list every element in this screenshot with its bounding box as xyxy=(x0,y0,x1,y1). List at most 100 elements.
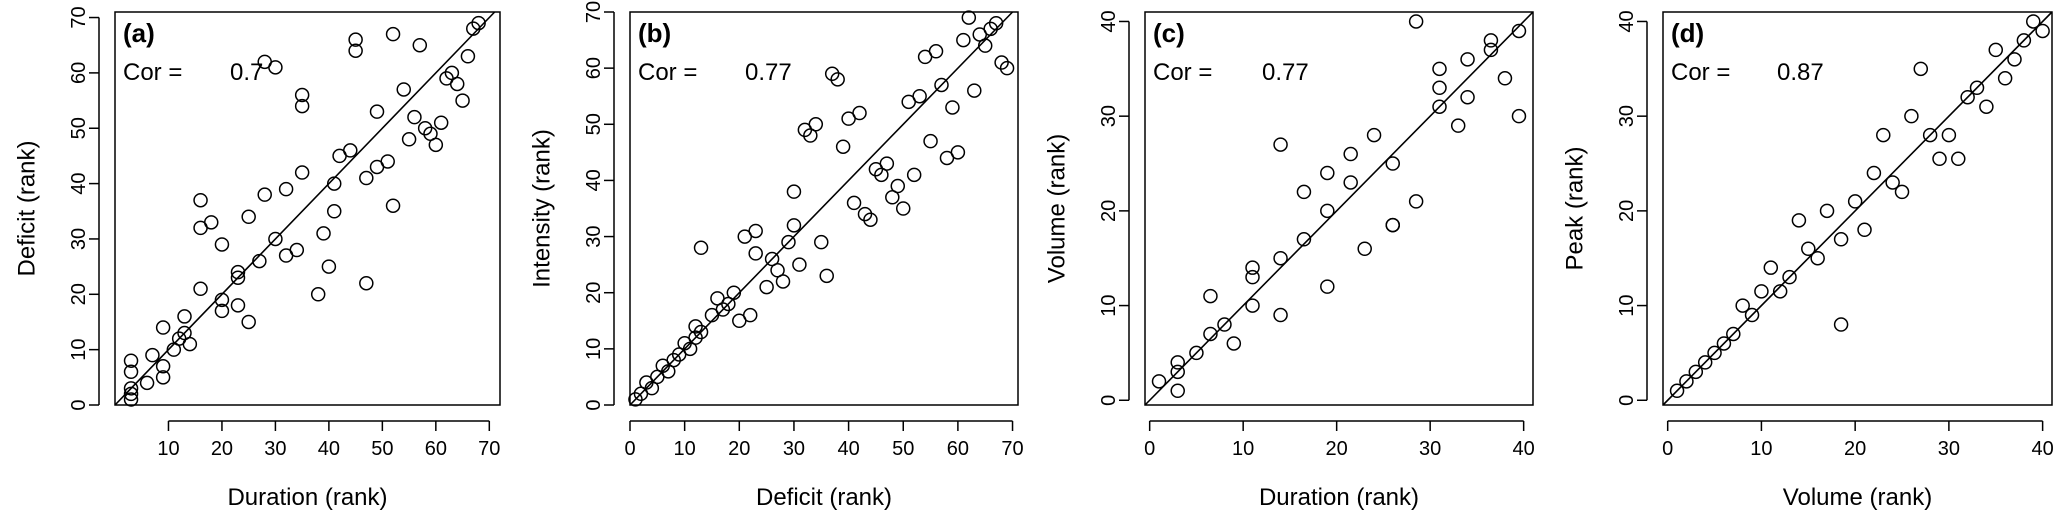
data-point xyxy=(348,43,363,58)
data-point xyxy=(1857,222,1872,238)
x-axis-title: Duration (rank) xyxy=(1259,484,1419,511)
data-point xyxy=(1203,288,1218,304)
y-axis-title: Deficit (rank) xyxy=(14,140,41,276)
data-point xyxy=(1791,213,1807,228)
data-point xyxy=(693,240,709,256)
data-point xyxy=(1483,42,1499,58)
data-point xyxy=(726,285,742,300)
x-tick-label: 30 xyxy=(1419,438,1441,460)
y-tick-label: 50 xyxy=(583,113,605,135)
data-point xyxy=(241,209,256,225)
data-point xyxy=(945,100,960,115)
data-point xyxy=(1296,184,1312,200)
data-point xyxy=(385,198,401,213)
data-point xyxy=(294,165,310,180)
reference-line xyxy=(629,11,1014,406)
x-tick-label: 20 xyxy=(211,438,233,460)
data-point xyxy=(460,49,476,64)
data-point xyxy=(1460,52,1475,67)
data-point xyxy=(1296,232,1312,247)
data-point xyxy=(748,246,763,261)
data-point xyxy=(977,38,993,53)
y-tick-label: 10 xyxy=(1616,294,1638,316)
data-point xyxy=(1669,383,1685,399)
data-point xyxy=(359,170,374,186)
data-point xyxy=(1273,137,1288,152)
plot-frame xyxy=(114,11,501,406)
data-point xyxy=(123,386,139,402)
y-tick-label: 0 xyxy=(1616,395,1638,406)
x-tick-label: 40 xyxy=(1513,438,1535,460)
y-tick-label: 20 xyxy=(583,282,605,304)
data-point xyxy=(1894,184,1910,200)
panel-c: 0 10 20 30 40 0 10 20 30 40 Duration (rank) Volume … xyxy=(1044,10,1535,511)
data-point xyxy=(967,83,982,98)
data-point xyxy=(321,259,337,274)
data-point xyxy=(278,181,294,197)
data-point xyxy=(923,133,938,149)
x-tick-label: 10 xyxy=(1232,438,1254,460)
data-point xyxy=(214,292,230,308)
data-point xyxy=(742,307,758,323)
data-point xyxy=(1497,71,1513,86)
x-tick-label: 20 xyxy=(1326,438,1348,460)
data-point xyxy=(1876,127,1891,143)
data-point xyxy=(983,21,998,37)
x-tick-label: 20 xyxy=(1844,438,1866,460)
x-tick-label: 0 xyxy=(624,438,635,460)
x-tick-label: 40 xyxy=(318,438,340,460)
data-point xyxy=(1170,383,1185,399)
data-point xyxy=(934,77,949,93)
data-point xyxy=(715,302,731,317)
x-axis-title: Duration (rank) xyxy=(227,484,387,511)
y-tick-label: 10 xyxy=(68,339,90,361)
data-point xyxy=(1726,326,1741,342)
data-point xyxy=(123,381,139,396)
data-point xyxy=(1754,284,1769,299)
x-tick-label: 40 xyxy=(837,438,859,460)
data-point xyxy=(1203,326,1218,342)
y-tick-label: 30 xyxy=(1098,105,1120,127)
data-point xyxy=(252,253,267,269)
x-tick-label: 10 xyxy=(157,438,179,460)
plot-frame xyxy=(629,11,1019,406)
data-point xyxy=(1716,336,1732,351)
data-point xyxy=(1735,298,1750,313)
data-point xyxy=(326,204,342,219)
data-point xyxy=(1460,89,1475,105)
data-point xyxy=(1707,345,1722,361)
panel-b: 0 10 20 30 40 50 60 70 0 10 20 30 40 50 60 70 Deficit (r… xyxy=(529,1,1024,511)
data-point xyxy=(1245,269,1260,285)
y-tick-label: 50 xyxy=(68,117,90,139)
y-axis-title: Peak (rank) xyxy=(1562,146,1589,270)
data-point xyxy=(1979,99,1994,114)
data-point xyxy=(412,37,428,53)
data-point xyxy=(1320,165,1335,181)
data-point xyxy=(808,117,824,132)
data-point xyxy=(230,298,246,313)
data-point xyxy=(956,32,971,48)
cor-value: 0.77 xyxy=(745,59,792,86)
data-point xyxy=(1357,241,1372,256)
y-tick-label: 20 xyxy=(1098,200,1120,222)
data-point xyxy=(348,32,363,47)
x-tick-label: 60 xyxy=(947,438,969,460)
data-point xyxy=(385,26,401,42)
y-axis-title: Volume (rank) xyxy=(1044,134,1071,283)
data-point xyxy=(1366,127,1382,143)
data-point xyxy=(359,275,374,291)
data-point xyxy=(1245,260,1260,275)
data-point xyxy=(693,324,709,340)
data-point xyxy=(1170,355,1185,370)
data-point xyxy=(123,364,139,380)
data-point xyxy=(401,132,417,147)
data-point xyxy=(688,319,703,334)
data-point xyxy=(471,15,486,31)
data-point xyxy=(380,154,395,169)
data-point xyxy=(294,87,310,103)
data-point xyxy=(241,314,256,330)
data-point xyxy=(994,55,1009,70)
y-tick-label: 40 xyxy=(1098,10,1120,32)
data-point xyxy=(268,231,283,247)
panel-a: 10 20 30 40 50 60 70 0 10 20 30 40 50 60 70 Duration (r… xyxy=(14,6,501,511)
